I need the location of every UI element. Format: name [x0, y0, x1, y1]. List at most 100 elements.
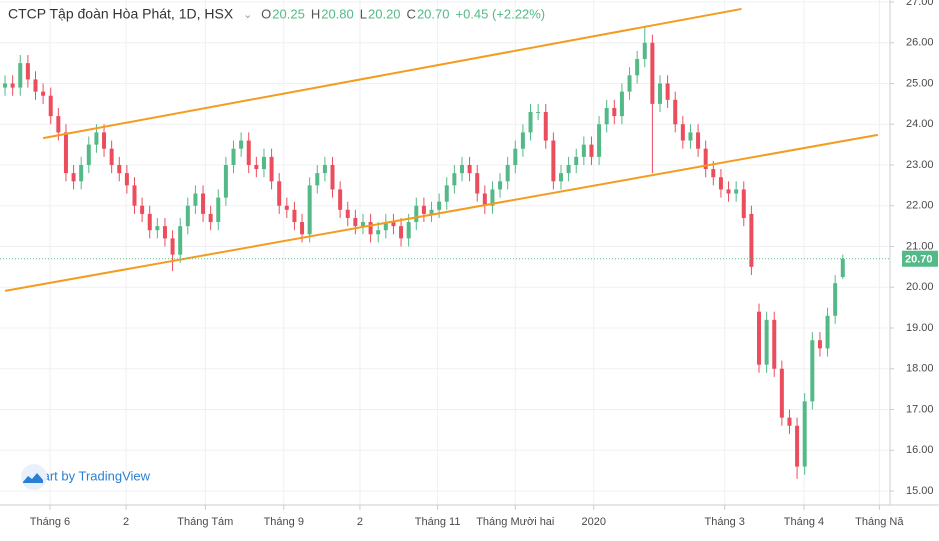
- candle-body: [162, 226, 167, 239]
- candle-body: [330, 165, 335, 190]
- change: +0.45 (+2.22%): [455, 6, 545, 21]
- ohlc-value: 20.25: [272, 6, 305, 21]
- candle-body: [338, 189, 343, 210]
- candle-body: [581, 144, 586, 157]
- candle-body: [825, 315, 830, 349]
- dropdown[interactable]: ⌄: [243, 9, 252, 21]
- candle-body: [132, 185, 137, 206]
- ohlc-key: L: [360, 6, 367, 21]
- y-tick-label: 20.00: [906, 281, 934, 293]
- candle-body: [193, 193, 198, 206]
- candle-body: [505, 165, 510, 182]
- candle-body: [543, 112, 548, 141]
- candle-body: [239, 140, 244, 149]
- candle-body: [56, 116, 61, 133]
- candle-body: [315, 173, 320, 186]
- candle-body: [764, 319, 769, 365]
- candle-body: [513, 148, 518, 165]
- candle-body: [41, 91, 46, 96]
- candle-body: [322, 165, 327, 174]
- candle-body: [711, 169, 716, 178]
- watermark: Chart by TradingView: [26, 468, 151, 483]
- y-tick-label: 25.00: [906, 77, 934, 89]
- candle-body: [810, 340, 815, 402]
- candle-body: [726, 189, 731, 194]
- candle-body: [231, 148, 236, 165]
- candle-body: [391, 222, 396, 227]
- candle-body: [86, 144, 91, 165]
- candle-body: [741, 189, 746, 218]
- candle-body: [25, 63, 30, 80]
- candle-body: [261, 156, 266, 170]
- candle-body: [589, 144, 594, 157]
- x-tick-label: Tháng 3: [705, 516, 745, 528]
- candle-body: [772, 319, 777, 369]
- candle-body: [665, 83, 670, 100]
- candle-body: [612, 107, 617, 117]
- candle-body: [124, 173, 129, 186]
- x-tick-label: Tháng 11: [415, 516, 461, 528]
- candle-body: [696, 132, 701, 149]
- y-tick-label: 18.00: [906, 363, 934, 375]
- candle-body: [353, 217, 358, 227]
- candle-body: [360, 222, 365, 227]
- candle-body: [597, 124, 602, 157]
- candle-body: [802, 401, 807, 467]
- last-price-label: 20.70: [905, 254, 933, 266]
- ohlc-value: 20.20: [368, 6, 401, 21]
- candle-body: [520, 132, 525, 149]
- candle-body: [817, 340, 822, 349]
- candle-body: [269, 156, 274, 182]
- x-tick-label: 2020: [581, 516, 605, 528]
- candle-body: [680, 124, 685, 141]
- candle-body: [307, 185, 312, 235]
- x-tick-label: Tháng Nă: [855, 516, 904, 528]
- candle-body: [429, 209, 434, 214]
- y-tick-label: 22.00: [906, 200, 934, 212]
- candle-body: [10, 83, 15, 88]
- candle-body: [528, 112, 533, 133]
- y-tick-label: 26.00: [906, 37, 934, 49]
- candle-body: [178, 226, 183, 255]
- candle-body: [109, 148, 114, 165]
- x-tick-label: 2: [123, 516, 129, 528]
- candle-body: [703, 148, 708, 170]
- candle-body: [201, 193, 206, 214]
- candle-body: [437, 201, 442, 210]
- x-tick-label: Tháng 6: [30, 516, 70, 528]
- candle-body: [102, 132, 107, 149]
- candle-body: [635, 59, 640, 76]
- candle-body: [345, 209, 350, 218]
- ohlc-key: O: [261, 6, 271, 21]
- candle-body: [490, 189, 495, 206]
- candle-body: [18, 63, 23, 88]
- candle-body: [673, 99, 678, 125]
- last-price-box: [902, 250, 938, 267]
- candle-body: [284, 205, 289, 210]
- y-tick-label: 19.00: [906, 322, 934, 334]
- candle-body: [536, 112, 541, 114]
- candle-body: [368, 222, 373, 235]
- candle-body: [734, 189, 739, 194]
- candle-body: [185, 205, 190, 227]
- candle-body: [795, 425, 800, 467]
- candle-body: [779, 368, 784, 418]
- candle-body: [3, 83, 8, 88]
- candle-body: [558, 173, 563, 182]
- candle-body: [421, 205, 426, 214]
- candle-body: [749, 213, 754, 267]
- candle-body: [650, 42, 655, 104]
- candle-body: [757, 311, 762, 365]
- candle-body: [642, 42, 647, 60]
- y-tick-label: 15.00: [906, 485, 934, 497]
- candle-body: [475, 173, 480, 194]
- candle-body: [414, 205, 419, 223]
- candle-body: [277, 181, 282, 206]
- y-tick-label: 21.00: [906, 240, 934, 252]
- candle-body: [406, 222, 411, 239]
- candle-body: [223, 165, 228, 198]
- candle-body: [170, 238, 175, 255]
- candle-body: [627, 75, 632, 92]
